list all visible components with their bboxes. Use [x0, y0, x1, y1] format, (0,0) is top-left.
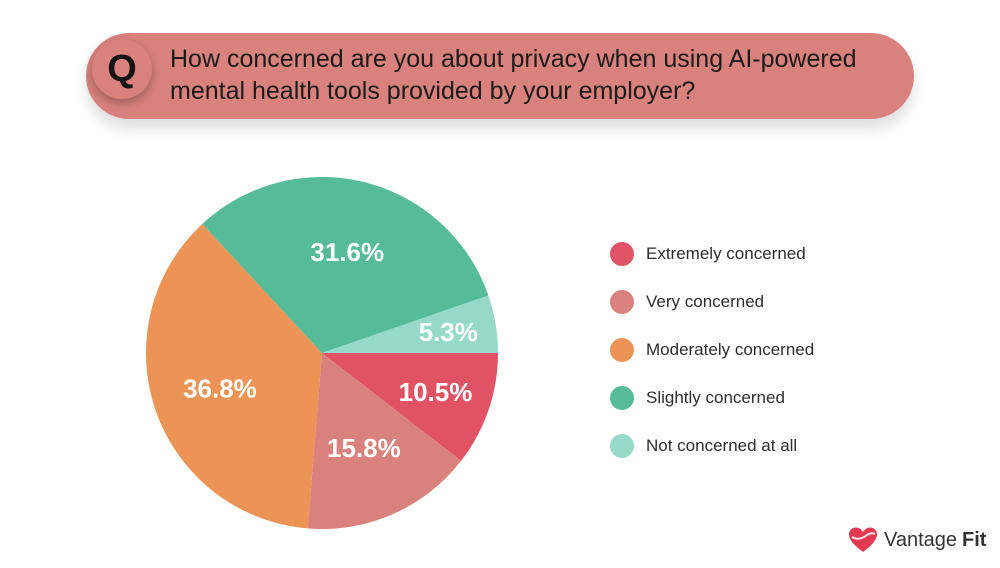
legend-swatch — [610, 338, 634, 362]
legend-item: Moderately concerned — [610, 326, 814, 374]
chart-legend: Extremely concerned Very concerned Moderat… — [610, 230, 814, 470]
pie-slice-extremely-concerned — [322, 353, 498, 461]
legend-swatch — [610, 386, 634, 410]
pie-slice-not-concerned-at-all — [322, 295, 498, 353]
pie-slice-moderately-concerned — [145, 223, 322, 529]
pie-slice-label: 15.8% — [327, 433, 401, 463]
pie-slice-label: 5.3% — [419, 317, 478, 347]
brand-name-part2: Fit — [962, 528, 987, 551]
legend-swatch — [610, 242, 634, 266]
legend-item: Extremely concerned — [610, 230, 814, 278]
question-banner: Q How concerned are you about privacy wh… — [86, 33, 914, 119]
pie-slice-very-concerned — [307, 353, 462, 529]
pie-slice-label: 31.6% — [310, 237, 384, 267]
brand-logo: Vantage Fit — [848, 526, 986, 554]
legend-item: Very concerned — [610, 278, 814, 326]
question-text: How concerned are you about privacy when… — [170, 45, 857, 105]
pie-slice-label: 36.8% — [183, 373, 257, 403]
legend-swatch — [610, 290, 634, 314]
legend-label: Not concerned at all — [646, 436, 798, 455]
legend-swatch — [610, 434, 634, 458]
brand-name-part1: Vantage — [884, 528, 958, 551]
legend-label: Slightly concerned — [646, 388, 785, 407]
legend-label: Moderately concerned — [646, 340, 815, 359]
pie-slice-slightly-concerned — [202, 177, 489, 353]
legend-item: Slightly concerned — [610, 374, 814, 422]
legend-item: Not concerned at all — [610, 422, 814, 470]
legend-label: Very concerned — [646, 292, 765, 311]
pie-slice-label: 10.5% — [399, 377, 473, 407]
heart-logo-icon — [849, 527, 877, 552]
question-badge: Q — [92, 39, 152, 99]
legend-label: Extremely concerned — [646, 244, 806, 263]
